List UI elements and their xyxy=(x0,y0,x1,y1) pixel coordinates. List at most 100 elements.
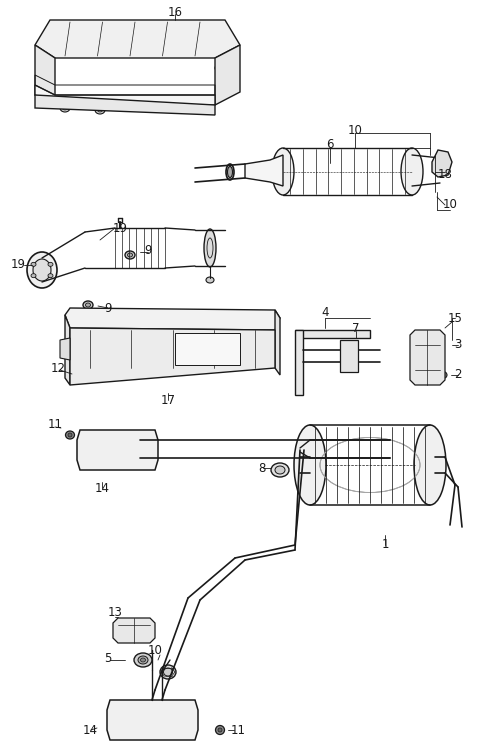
Text: 19: 19 xyxy=(112,221,128,235)
Polygon shape xyxy=(113,618,155,643)
Text: 18: 18 xyxy=(438,168,453,181)
Text: 10: 10 xyxy=(443,199,457,211)
Text: 8: 8 xyxy=(258,461,266,474)
Ellipse shape xyxy=(138,656,148,664)
Ellipse shape xyxy=(294,425,326,505)
Ellipse shape xyxy=(84,461,93,469)
Polygon shape xyxy=(245,155,283,186)
Ellipse shape xyxy=(160,665,176,679)
Ellipse shape xyxy=(27,252,57,288)
Ellipse shape xyxy=(61,344,69,354)
Ellipse shape xyxy=(48,262,53,267)
Text: 14: 14 xyxy=(95,482,109,495)
Ellipse shape xyxy=(141,658,145,662)
Polygon shape xyxy=(175,333,240,365)
Ellipse shape xyxy=(439,371,447,378)
Ellipse shape xyxy=(164,668,172,676)
Text: 15: 15 xyxy=(447,312,462,325)
Ellipse shape xyxy=(226,164,234,180)
Ellipse shape xyxy=(215,64,225,72)
Ellipse shape xyxy=(431,334,439,340)
Text: 10: 10 xyxy=(348,124,362,137)
Ellipse shape xyxy=(180,701,190,708)
Text: 16: 16 xyxy=(168,5,182,19)
Ellipse shape xyxy=(33,259,51,281)
Ellipse shape xyxy=(113,701,122,708)
Ellipse shape xyxy=(144,461,153,469)
Ellipse shape xyxy=(416,334,424,340)
Text: 13: 13 xyxy=(108,606,122,618)
Polygon shape xyxy=(70,328,275,385)
Ellipse shape xyxy=(128,253,132,257)
Ellipse shape xyxy=(31,262,36,267)
Text: 9: 9 xyxy=(144,244,152,257)
Polygon shape xyxy=(35,95,215,115)
Text: 9: 9 xyxy=(104,301,112,315)
Ellipse shape xyxy=(228,167,232,177)
Text: 3: 3 xyxy=(454,338,462,352)
Ellipse shape xyxy=(113,732,122,738)
Ellipse shape xyxy=(141,620,147,624)
Ellipse shape xyxy=(60,104,70,112)
Ellipse shape xyxy=(218,728,222,732)
Text: 12: 12 xyxy=(50,362,65,374)
Ellipse shape xyxy=(65,431,74,439)
Ellipse shape xyxy=(77,371,87,379)
Text: 1: 1 xyxy=(381,538,389,551)
Ellipse shape xyxy=(84,432,93,439)
Ellipse shape xyxy=(416,375,424,381)
Polygon shape xyxy=(60,338,70,360)
Text: 7: 7 xyxy=(352,322,360,334)
Polygon shape xyxy=(295,330,370,338)
Ellipse shape xyxy=(85,303,91,307)
Polygon shape xyxy=(65,308,280,330)
Ellipse shape xyxy=(95,106,105,114)
Ellipse shape xyxy=(217,66,223,70)
Polygon shape xyxy=(77,430,158,470)
Ellipse shape xyxy=(120,636,128,642)
Ellipse shape xyxy=(68,433,72,437)
Text: 17: 17 xyxy=(160,393,176,406)
Polygon shape xyxy=(65,315,70,385)
Ellipse shape xyxy=(414,425,446,505)
Polygon shape xyxy=(107,700,198,740)
Polygon shape xyxy=(340,340,358,372)
Text: 6: 6 xyxy=(326,138,334,152)
Text: 10: 10 xyxy=(147,643,162,657)
Text: 14: 14 xyxy=(83,723,97,736)
Polygon shape xyxy=(275,310,280,375)
Ellipse shape xyxy=(134,653,152,667)
Polygon shape xyxy=(432,150,452,177)
Ellipse shape xyxy=(206,277,214,283)
Ellipse shape xyxy=(204,229,216,267)
Polygon shape xyxy=(410,330,445,385)
Ellipse shape xyxy=(250,165,260,179)
Text: 11: 11 xyxy=(48,418,62,432)
Ellipse shape xyxy=(252,168,257,175)
Polygon shape xyxy=(35,20,240,58)
Ellipse shape xyxy=(125,251,135,259)
Ellipse shape xyxy=(31,273,36,278)
Ellipse shape xyxy=(144,432,153,439)
Text: 11: 11 xyxy=(230,723,245,736)
Ellipse shape xyxy=(180,732,190,738)
Ellipse shape xyxy=(83,301,93,309)
Ellipse shape xyxy=(275,466,285,474)
Ellipse shape xyxy=(271,463,289,477)
Ellipse shape xyxy=(62,106,68,110)
Polygon shape xyxy=(215,45,240,105)
Text: 4: 4 xyxy=(321,307,329,319)
Ellipse shape xyxy=(216,726,225,735)
Ellipse shape xyxy=(48,273,53,278)
Ellipse shape xyxy=(102,436,134,464)
Polygon shape xyxy=(35,85,215,105)
Ellipse shape xyxy=(438,158,446,170)
Ellipse shape xyxy=(431,375,439,381)
Text: 5: 5 xyxy=(104,652,112,664)
Ellipse shape xyxy=(346,341,352,346)
Polygon shape xyxy=(295,330,303,395)
Ellipse shape xyxy=(97,108,103,112)
Polygon shape xyxy=(35,45,55,105)
Ellipse shape xyxy=(346,366,352,371)
Ellipse shape xyxy=(141,636,147,642)
